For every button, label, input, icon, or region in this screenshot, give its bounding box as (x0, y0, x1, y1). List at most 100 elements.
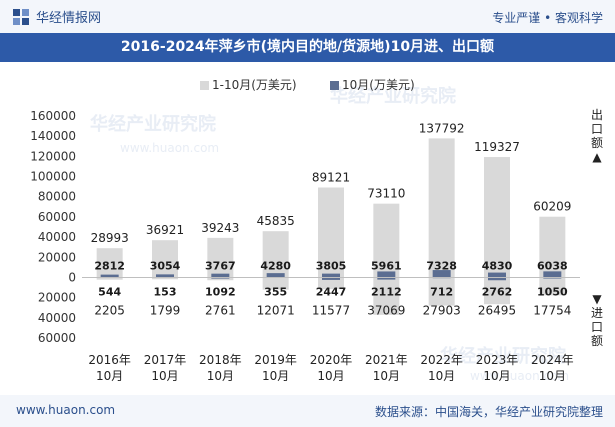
ytd-import-label: 27903 (423, 303, 461, 317)
brand[interactable]: 华经情报网 (12, 7, 101, 26)
x-tick-label: 2024年 (531, 353, 574, 367)
y-tick-label: 100000 (30, 170, 76, 184)
data-source: 数据来源：中国海关，华经产业研究院整理 (374, 405, 603, 419)
ytd-import-label: 1799 (150, 303, 181, 317)
import-axis-label: 进口额 (590, 306, 603, 348)
export-axis-label: 出口额 (590, 108, 603, 150)
bar-month-export (211, 273, 230, 278)
y-tick-label: 60000 (38, 210, 76, 224)
month-export-label: 4830 (482, 259, 513, 272)
bar-month-import (211, 277, 230, 279)
bar-month-export (322, 273, 340, 278)
top-bar: 华经情报网 专业严谨 • 客观科学 (0, 0, 615, 33)
x-tick-label: 2023年 (476, 353, 519, 367)
bar-ytd-export (428, 138, 455, 278)
export-axis-title: 出口额 ▲ (590, 108, 604, 164)
bar-month-export (266, 273, 285, 278)
x-tick-label: 2016年 (88, 353, 131, 367)
x-tick-label: 10月 (151, 369, 178, 383)
ytd-export-label: 137792 (419, 121, 465, 135)
ytd-import-label: 12071 (257, 303, 295, 317)
watermark-url: www.huaon.com (470, 369, 569, 383)
bar-ytd-import (262, 277, 289, 290)
x-tick-label: 10月 (428, 369, 455, 383)
bar-ytd-import (539, 277, 566, 296)
bar-month-export (488, 272, 506, 278)
month-import-label: 2762 (482, 285, 513, 298)
ytd-export-label: 89121 (312, 171, 350, 185)
bar-month-export (156, 274, 174, 278)
y-tick-label: 140000 (30, 129, 76, 143)
y-tick-label: 20000 (38, 250, 76, 264)
ytd-import-label: 26495 (478, 303, 516, 317)
bar-ytd-export (484, 157, 510, 278)
brand-name: 华经情报网 (36, 11, 102, 26)
x-tick-label: 10月 (483, 369, 510, 383)
month-export-label: 3767 (205, 259, 236, 272)
x-tick-label: 10月 (96, 369, 123, 383)
month-import-label: 1050 (537, 285, 568, 298)
bar-month-import (377, 277, 396, 280)
logo-icon (13, 8, 29, 25)
x-tick-label: 2019年 (254, 353, 297, 367)
site-link[interactable]: www.huaon.com (16, 403, 116, 417)
x-tick-label: 10月 (262, 369, 289, 383)
y-tick-label: 40000 (38, 311, 76, 325)
bar-ytd-export (318, 187, 344, 278)
y-tick-label: 120000 (30, 149, 76, 163)
ytd-export-label: 28993 (91, 231, 129, 245)
x-tick-label: 2018年 (199, 353, 242, 367)
bar-month-export (377, 271, 396, 278)
x-tick-label: 2021年 (365, 353, 408, 367)
watermark-text: 华经产业研究院 (330, 85, 456, 107)
ytd-export-label: 45835 (257, 214, 295, 228)
month-export-label: 3054 (150, 259, 181, 272)
bar-month-export (432, 270, 451, 278)
legend-swatch-ytd (200, 81, 209, 90)
ytd-export-label: 39243 (201, 221, 239, 235)
y-tick-label: 0 (68, 270, 76, 284)
y-tick-label: 160000 (30, 109, 76, 123)
chart-title: 2016-2024年萍乡市(境内目的地/货源地)10月进、出口额 (120, 39, 495, 55)
y-tick-label: 20000 (38, 291, 76, 305)
bar-ytd-import (96, 277, 123, 280)
ytd-import-label: 17754 (533, 303, 571, 317)
import-axis-title: ▼ 进口额 (590, 292, 604, 348)
bar-ytd-export (207, 237, 234, 278)
bar-month-import (322, 277, 340, 280)
month-import-label: 712 (430, 285, 453, 298)
bar-ytd-import (428, 277, 455, 306)
ytd-import-label: 37069 (367, 303, 405, 317)
month-import-label: 2112 (371, 285, 402, 298)
ytd-import-label: 11577 (312, 303, 350, 317)
bar-ytd-export (96, 248, 123, 278)
month-import-label: 1092 (205, 285, 236, 298)
chart: 华经产业研究院华经产业研究院华经产业研究院www.huaon.comwww.hu… (30, 78, 580, 383)
ytd-export-label: 36921 (146, 223, 184, 237)
month-import-label: 355 (264, 285, 287, 298)
x-tick-label: 10月 (317, 369, 344, 383)
ytd-export-label: 60209 (533, 200, 571, 214)
watermark-url: www.huaon.com (120, 141, 219, 155)
bar-ytd-import (373, 277, 400, 315)
month-export-label: 6038 (537, 259, 568, 272)
x-tick-label: 10月 (207, 369, 234, 383)
bar-ytd-export (373, 203, 400, 278)
legend-label-ytd: 1-10月(万美元) (212, 78, 297, 92)
bar-month-export (543, 271, 562, 278)
watermark-text: 华经产业研究院 (90, 113, 216, 135)
bar-ytd-import (484, 277, 510, 305)
bar-ytd-export (262, 231, 289, 278)
watermark-text: 华经产业研究院 (440, 345, 566, 367)
legend-label-month: 10月(万美元) (342, 78, 415, 92)
bar-ytd-import (152, 277, 178, 280)
y-tick-label: 60000 (38, 331, 76, 345)
legend-swatch-month (330, 81, 339, 90)
month-export-label: 3805 (316, 259, 347, 272)
y-tick-label: 40000 (38, 230, 76, 244)
month-import-label: 544 (98, 285, 121, 298)
x-tick-label: 2020年 (310, 353, 353, 367)
bar-ytd-import (207, 277, 234, 281)
month-export-label: 7328 (426, 259, 457, 272)
month-import-label: 2447 (316, 285, 347, 298)
